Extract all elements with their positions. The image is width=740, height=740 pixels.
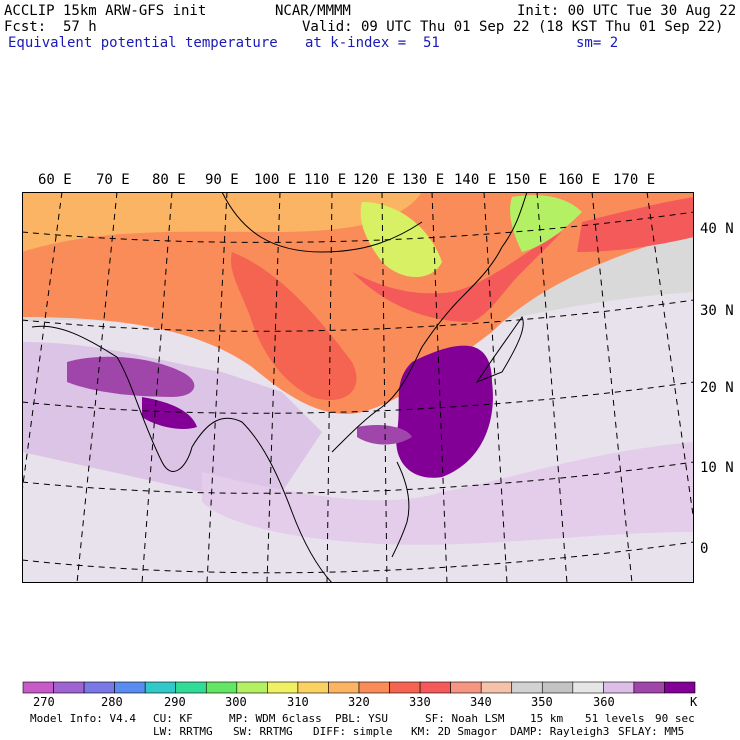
level-label: at k-index = 51: [305, 35, 440, 51]
colorbar-cell: [389, 681, 421, 694]
lon-label-80e: 80 E: [152, 172, 186, 188]
colorbar-tick-270: 270: [33, 695, 55, 709]
footer-sf: SF: Noah LSM: [425, 712, 505, 725]
colorbar-tick-310: 310: [287, 695, 309, 709]
footer-levels: 51 levels: [585, 712, 645, 725]
colorbar-cell: [267, 681, 299, 694]
forecast-label: Fcst:: [4, 19, 47, 35]
map-frame: [22, 192, 694, 583]
colorbar-cell: [236, 681, 268, 694]
colorbar-cell: [297, 681, 329, 694]
lon-label-110e: 110 E: [304, 172, 347, 188]
colorbar-tick-280: 280: [101, 695, 123, 709]
colorbar-cell: [572, 681, 604, 694]
red-core-plateau: [231, 252, 357, 401]
colorbar-cell: [205, 681, 238, 694]
footer-model-info: Model Info: V4.4: [30, 712, 136, 725]
colorbar-cell: [358, 681, 390, 694]
lon-line-170e: [646, 192, 694, 523]
footer-timestep: 90 sec: [655, 712, 695, 725]
orange-north: [22, 192, 422, 252]
colorbar-tick-330: 330: [409, 695, 431, 709]
colorbar-tick-350: 350: [531, 695, 553, 709]
center-name: NCAR/MMMM: [275, 3, 351, 19]
lon-label-70e: 70 E: [96, 172, 130, 188]
colorbar-cell: [541, 681, 574, 694]
colorbar-cell: [419, 681, 451, 694]
colorbar-cell: [633, 681, 665, 694]
colorbar-unit: K: [690, 695, 698, 709]
lon-label-100e: 100 E: [254, 172, 297, 188]
border-mongolia: [221, 192, 423, 253]
lon-label-130e: 130 E: [402, 172, 445, 188]
colorbar-tick-300: 300: [225, 695, 247, 709]
footer-pbl: PBL: YSU: [335, 712, 388, 725]
colorbar-cell: [22, 681, 54, 694]
smoothing-label: sm= 2: [576, 35, 619, 51]
footer-km: KM: 2D Smagor: [411, 725, 498, 738]
red-core-north-china: [352, 232, 562, 322]
footer-lw: LW: RRTMG: [153, 725, 213, 738]
colorbar-cell: [450, 681, 482, 694]
lon-label-60e: 60 E: [38, 172, 72, 188]
lon-label-160e: 160 E: [558, 172, 601, 188]
lon-label-150e: 150 E: [505, 172, 548, 188]
graticule: [22, 192, 694, 583]
colorbar-cell: [83, 681, 115, 694]
core-typhoon: [396, 345, 493, 478]
colorbar-tick-320: 320: [348, 695, 370, 709]
lon-label-90e: 90 E: [205, 172, 239, 188]
model-title: ACCLIP 15km ARW-GFS init: [4, 3, 207, 19]
lat-label-30n: 30 N: [700, 303, 734, 319]
field-name: Equivalent potential temperature: [8, 35, 278, 51]
footer-diff: DIFF: simple: [313, 725, 393, 738]
valid-time: Valid: 09 UTC Thu 01 Sep 22 (18 KST Thu …: [302, 19, 724, 35]
colorbar-tick-290: 290: [164, 695, 186, 709]
lat-label-10n: 10 N: [700, 460, 734, 476]
init-time: Init: 00 UTC Tue 30 Aug 22: [517, 3, 737, 19]
cool-green-northeast: [510, 195, 582, 252]
lat-label-0: 0: [700, 541, 709, 557]
colorbar-cell: [328, 681, 360, 694]
lat-label-40n: 40 N: [700, 221, 734, 237]
theta-e-map: [22, 192, 694, 583]
core-bay-of-bengal: [67, 356, 195, 397]
forecast-hours: 57 h: [63, 19, 97, 35]
coastline-south-asia: [31, 325, 333, 583]
colorbar-cell: [511, 681, 543, 694]
lon-label-120e: 120 E: [353, 172, 396, 188]
colorbar-cell: [664, 681, 696, 694]
lat-label-20n: 20 N: [700, 380, 734, 396]
colorbar-cell: [603, 681, 635, 694]
footer-sflay: SFLAY: MM5: [618, 725, 685, 738]
coastline-philippines: [391, 461, 410, 558]
red-band-pacific: [577, 197, 694, 252]
footer-mp: MP: WDM 6class: [229, 712, 322, 725]
colorbar-cell: [144, 681, 177, 694]
colorbar-cell: [114, 681, 146, 694]
colorbar-cell: [53, 681, 85, 694]
core-scs: [357, 425, 412, 445]
lon-label-170e: 170 E: [613, 172, 656, 188]
lon-label-140e: 140 E: [454, 172, 497, 188]
footer-resolution: 15 km: [530, 712, 564, 725]
colorbar-cell: [480, 681, 513, 694]
colorbar: [22, 681, 696, 694]
footer-damp: DAMP: Rayleigh3: [510, 725, 610, 738]
colorbar-cell: [175, 681, 207, 694]
colorbar-tick-360: 360: [593, 695, 615, 709]
purple-band-east: [202, 442, 694, 545]
footer-sw: SW: RRTMG: [233, 725, 293, 738]
colorbar-tick-340: 340: [470, 695, 492, 709]
footer-cu: CU: KF: [153, 712, 193, 725]
